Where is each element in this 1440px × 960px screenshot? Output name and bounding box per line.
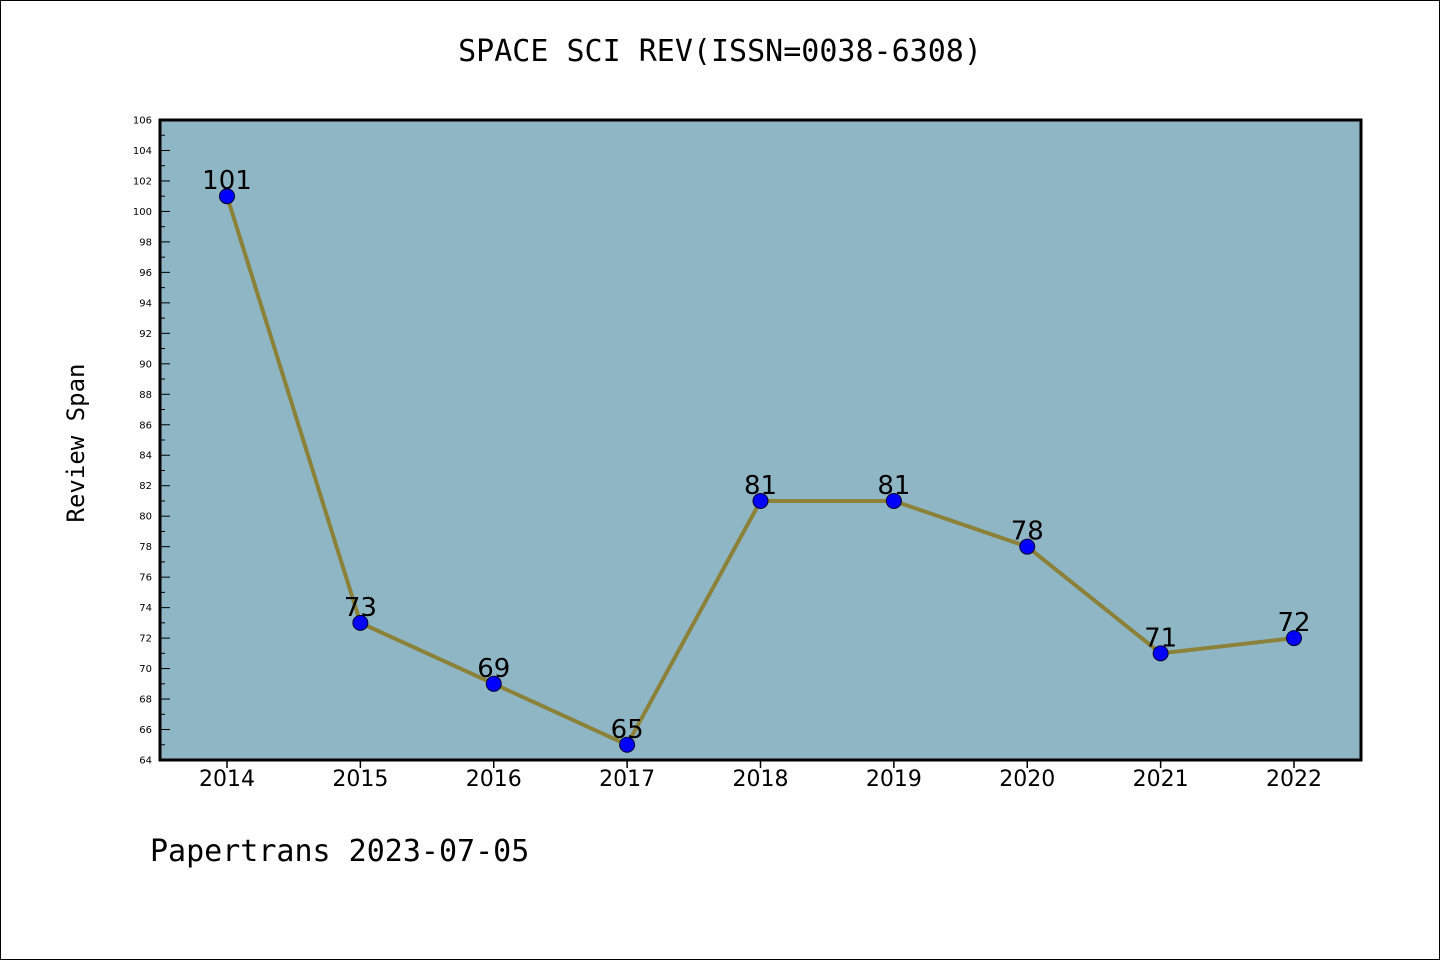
y-tick-label: 98 <box>139 237 152 248</box>
y-tick-label: 96 <box>139 268 152 279</box>
x-tick-label: 2022 <box>1266 767 1322 792</box>
data-label: 101 <box>202 166 252 196</box>
y-tick-label: 68 <box>139 695 152 706</box>
data-point <box>619 736 636 753</box>
y-tick-label: 86 <box>139 420 152 431</box>
chart-title: SPACE SCI REV(ISSN=0038-6308) <box>458 34 982 69</box>
y-tick-label: 78 <box>139 542 152 553</box>
plot-border <box>158 118 1363 762</box>
y-tick-label: 80 <box>139 512 152 523</box>
y-tick-label: 72 <box>139 634 152 645</box>
y-tick-label: 104 <box>133 146 152 157</box>
data-label: 78 <box>1011 517 1044 547</box>
y-tick-label: 66 <box>139 725 152 736</box>
y-tick-label: 90 <box>139 359 152 370</box>
data-label: 73 <box>344 593 377 623</box>
y-axis: 64 66 68 70 72 74 76 78 80 82 84 86 88 90 92 94 96 98 100 1… <box>133 116 170 767</box>
data-label: 81 <box>744 471 777 501</box>
data-point <box>1152 645 1169 662</box>
x-tick-label: 2014 <box>199 767 255 792</box>
data-label: 71 <box>1144 623 1177 653</box>
data-label: 69 <box>477 654 510 684</box>
data-point <box>885 492 902 509</box>
data-labels: 101 73 69 65 81 81 78 71 72 <box>202 166 1310 745</box>
y-tick-label: 82 <box>139 481 152 492</box>
data-point <box>1019 538 1036 555</box>
y-tick-label: 76 <box>139 573 152 584</box>
data-point <box>352 614 369 631</box>
x-tick-label: 2015 <box>332 767 388 792</box>
data-markers <box>219 188 1302 753</box>
data-point <box>219 188 235 205</box>
data-label: 65 <box>611 715 644 745</box>
y-tick-label: 92 <box>139 329 152 340</box>
data-point <box>1286 630 1302 647</box>
plot-area <box>160 120 1361 760</box>
x-tick-label: 2016 <box>466 767 522 792</box>
y-tick-label: 70 <box>139 664 152 675</box>
x-tick-label: 2020 <box>999 767 1055 792</box>
data-label: 72 <box>1277 608 1310 638</box>
x-axis: 2014 2015 2016 2017 2018 2019 2020 2021 2022 <box>199 760 1322 792</box>
y-tick-label: 102 <box>133 176 152 187</box>
y-tick-label: 88 <box>139 390 152 401</box>
y-tick-label: 74 <box>139 603 152 614</box>
x-tick-label: 2021 <box>1133 767 1189 792</box>
y-tick-label: 94 <box>139 298 152 309</box>
y-tick-label: 100 <box>133 207 152 218</box>
data-point <box>485 675 502 692</box>
y-tick-label: 64 <box>139 756 152 767</box>
data-point <box>752 492 769 509</box>
footer-text: Papertrans 2023-07-05 <box>150 834 530 869</box>
data-label: 81 <box>877 471 910 501</box>
x-tick-label: 2017 <box>599 767 655 792</box>
x-tick-label: 2018 <box>733 767 789 792</box>
y-tick-label: 106 <box>133 116 152 127</box>
x-tick-label: 2019 <box>866 767 922 792</box>
y-tick-label: 84 <box>139 451 152 462</box>
